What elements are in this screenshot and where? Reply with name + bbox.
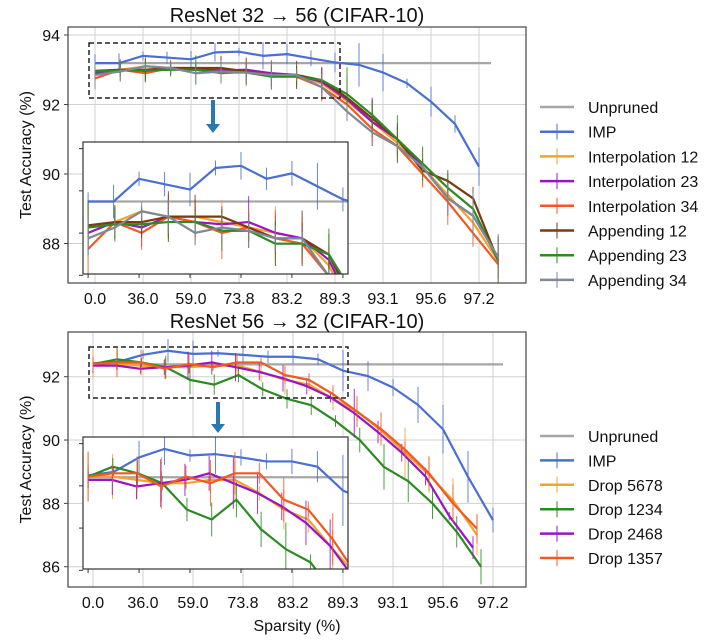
chart-title: ResNet 56 → 32 (CIFAR-10): [170, 311, 425, 333]
legend-entry: Appending 34: [540, 271, 687, 290]
legend-entry: Appending 12: [540, 222, 687, 241]
x-tick-label: 73.8: [223, 291, 254, 308]
legend-entry: Interpolation 12: [540, 148, 698, 166]
legend-entry: Drop 1357: [540, 550, 663, 568]
x-tick-label: 83.2: [277, 595, 308, 612]
series-line: [92, 361, 478, 530]
y-axis-label: Test Accuracy (%): [18, 91, 35, 219]
legend-entry: Appending 23: [540, 247, 687, 265]
legend-entry: Drop 5678: [540, 476, 663, 495]
series-imp: [87, 151, 349, 219]
plot-area: [94, 42, 500, 283]
series-appending-34: [94, 60, 500, 281]
chart-title: ResNet 32 → 56 (CIFAR-10): [170, 5, 425, 27]
legend-label: Interpolation 34: [588, 199, 698, 216]
legend-label: Drop 1234: [588, 502, 663, 519]
inset-plot-area: [87, 437, 349, 570]
arrow-down-icon: [211, 424, 225, 433]
y-tick-label: 88: [42, 496, 60, 513]
legend: Unpruned IMP Interpolation 12 Interpolation…: [540, 100, 698, 290]
series-imp: [94, 42, 480, 186]
legend-label: IMP: [588, 453, 616, 470]
zoom-region-box: [88, 42, 341, 99]
y-tick-label: 90: [42, 433, 60, 450]
subplot-2: 0.0 36.0 59.0 73.8 83.2 89.3 93.1 95.6 97.2 86 88 9…: [18, 311, 663, 635]
legend-entry: IMP: [540, 123, 616, 142]
y-tick-label: 88: [42, 237, 60, 254]
x-tick-label: 97.2: [477, 595, 508, 612]
y-tick-label: 94: [42, 28, 60, 45]
series-line: [92, 349, 494, 521]
series-line: [87, 472, 349, 563]
x-tick-label: 93.1: [367, 291, 398, 308]
x-tick-label: 59.0: [175, 291, 206, 308]
series-line: [92, 358, 482, 568]
legend-label: Interpolation 12: [588, 149, 698, 166]
x-tick-label: 97.2: [463, 291, 494, 308]
x-tick-label: 59.0: [177, 595, 208, 612]
legend-label: Appending 12: [588, 224, 687, 241]
series-drop-1357: [92, 347, 478, 544]
series-line: [88, 164, 349, 203]
y-tick-label: 90: [42, 167, 60, 184]
legend-entry: IMP: [540, 452, 616, 470]
legend-label: Unpruned: [588, 100, 658, 117]
series-appending-34: [87, 199, 330, 275]
series-drop-2468: [92, 350, 474, 560]
legend-label: Appending 34: [588, 273, 687, 290]
plot-area: [92, 338, 503, 585]
series-line: [95, 50, 480, 168]
y-tick-label: 86: [42, 560, 60, 577]
x-tick-label: 89.3: [327, 595, 358, 612]
subplot-1: 0.0 36.0 59.0 73.8 83.2 89.3 93.1 95.6 97.2 88 90 9…: [18, 5, 698, 308]
legend-label: Drop 5678: [588, 478, 663, 495]
legend-label: Unpruned: [588, 429, 658, 446]
axes-frame: [67, 26, 527, 284]
series-drop-1234: [92, 349, 482, 585]
series-line: [93, 361, 474, 549]
x-tick-label: 93.1: [377, 595, 408, 612]
x-tick-label: 83.2: [271, 291, 302, 308]
x-tick-label: 95.6: [415, 291, 446, 308]
legend-label: Appending 23: [588, 248, 687, 265]
inset-plot-area: [87, 151, 349, 275]
x-tick-label: 89.3: [319, 291, 350, 308]
legend-entry: Interpolation 23: [540, 173, 698, 191]
arrow-down-icon: [206, 124, 220, 133]
y-tick-label: 92: [42, 370, 60, 387]
legend-entry: Interpolation 34: [540, 197, 698, 216]
inset-frame: [82, 141, 349, 275]
legend-label: Drop 2468: [588, 527, 663, 544]
inset-frame: [82, 436, 349, 570]
inset-plot: [79, 141, 349, 278]
y-axis-label: Test Accuracy (%): [18, 395, 35, 523]
legend-entry: Unpruned: [540, 429, 658, 446]
series-line: [94, 65, 500, 258]
legend-entry: Drop 1234: [540, 501, 663, 519]
x-tick-label: 73.8: [227, 595, 258, 612]
legend: Unpruned IMP Drop 5678 Drop 1234 Drop 2468 Dr…: [540, 429, 663, 568]
series-line: [87, 210, 329, 275]
x-tick-label: 0.0: [84, 291, 106, 308]
series-line: [87, 447, 349, 494]
legend-label: Drop 1357: [588, 551, 663, 568]
y-tick-label: 92: [42, 98, 60, 115]
legend-label: IMP: [588, 125, 616, 142]
x-tick-label: 36.0: [127, 291, 158, 308]
inset-plot: [79, 436, 349, 573]
legend-entry: Drop 2468: [540, 525, 663, 544]
axes-frame: [67, 331, 527, 588]
series-imp: [87, 437, 349, 526]
x-axis-label: Sparsity (%): [253, 618, 340, 635]
zoom-region-box: [88, 346, 349, 399]
series-line: [87, 465, 317, 570]
legend-label: Interpolation 23: [588, 174, 698, 191]
x-tick-label: 95.6: [427, 595, 458, 612]
x-tick-label: 36.0: [127, 595, 158, 612]
series-drop-1357: [87, 451, 349, 566]
x-tick-label: 0.0: [82, 595, 104, 612]
legend-entry: Unpruned: [540, 100, 658, 117]
